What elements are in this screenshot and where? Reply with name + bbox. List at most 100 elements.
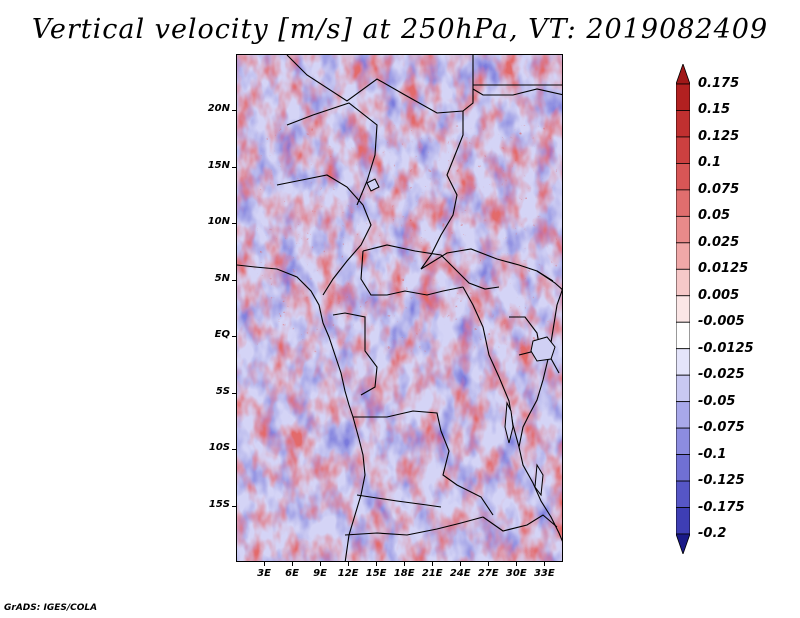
- lat-tick-label: 20N: [207, 103, 230, 115]
- colorbar-level-label: 0.0125: [698, 261, 749, 277]
- country-borders: [237, 55, 562, 561]
- lon-tick-mark: [292, 562, 294, 566]
- lake-malawi: [534, 463, 544, 497]
- map-plot-area: [236, 54, 563, 562]
- lat-tick-label: 15N: [207, 159, 230, 171]
- coastline-east: [518, 289, 562, 542]
- coastline-west: [237, 264, 366, 561]
- border-nigeria-cameroon: [322, 204, 372, 296]
- lon-tick-mark: [320, 562, 322, 566]
- colorbar-level-label: -0.0125: [698, 340, 754, 356]
- lon-tick-label: 30E: [505, 568, 527, 579]
- colorbar-segment: [676, 480, 690, 508]
- lat-tick-mark: [232, 223, 236, 225]
- border-drc-angola: [353, 410, 494, 516]
- colorbar-level-label: 0.025: [698, 234, 740, 250]
- lon-tick-mark: [264, 562, 266, 566]
- lat-tick-label: 5S: [215, 385, 230, 397]
- colorbar-level-label: -0.05: [698, 393, 736, 409]
- lon-tick-label: 12E: [337, 568, 359, 579]
- lon-tick-mark: [544, 562, 546, 566]
- colorbar-segment: [676, 507, 690, 535]
- lat-tick-mark: [232, 505, 236, 507]
- colorbar-segment: [676, 427, 690, 455]
- colorbar-bottom-arrow: [676, 533, 690, 554]
- border-ethiopia: [536, 270, 562, 290]
- lake-chad: [366, 178, 380, 192]
- lon-tick-mark: [404, 562, 406, 566]
- border-ne-corner: [472, 88, 562, 96]
- lake-victoria: [530, 336, 556, 362]
- lat-tick-mark: [232, 279, 236, 281]
- border-libya-chad: [286, 55, 474, 114]
- lon-tick-label: 21E: [421, 568, 443, 579]
- border-car: [362, 244, 500, 290]
- lon-tick-mark: [348, 562, 350, 566]
- colorbar-level-label: -0.175: [698, 499, 745, 515]
- colorbar-segment: [676, 189, 690, 217]
- colorbar-segment: [676, 268, 690, 297]
- colorbar-level-label: -0.2: [698, 526, 727, 541]
- footer-credit: GrADS: IGES/COLA: [4, 603, 98, 613]
- colorbar-segment: [676, 454, 690, 482]
- border-angola-zambia: [356, 494, 442, 508]
- colorbar-segment: [676, 215, 690, 244]
- colorbar-segment: [676, 83, 690, 111]
- colorbar-segment: [676, 163, 690, 191]
- lat-tick-label: 5N: [214, 272, 230, 284]
- colorbar-level-label: 0.15: [698, 102, 731, 118]
- lat-tick-mark: [232, 166, 236, 168]
- colorbar-segment: [676, 401, 690, 429]
- chart-title: Vertical velocity [m/s] at 250hPa, VT: 2…: [31, 14, 769, 45]
- colorbar-segment: [676, 374, 690, 403]
- lon-tick-mark: [516, 562, 518, 566]
- colorbar-level-label: -0.025: [698, 367, 745, 383]
- colorbar: [676, 64, 690, 554]
- colorbar-level-label: 0.1: [698, 155, 722, 171]
- colorbar-level-label: 0.005: [698, 287, 740, 303]
- lat-tick-mark: [232, 392, 236, 394]
- colorbar-level-label: 0.125: [698, 128, 740, 144]
- lat-tick-mark: [232, 449, 236, 451]
- lat-tick-mark: [232, 336, 236, 338]
- lat-tick-label: 10S: [208, 442, 230, 454]
- lon-tick-label: 24E: [449, 568, 471, 579]
- colorbar-segment: [676, 242, 690, 270]
- colorbar-segment: [676, 321, 690, 350]
- lon-tick-label: 27E: [477, 568, 499, 579]
- lon-tick-label: 33E: [533, 568, 555, 579]
- border-car-south: [360, 250, 464, 296]
- lon-tick-mark: [460, 562, 462, 566]
- lon-tick-label: 3E: [257, 568, 271, 579]
- lon-tick-mark: [432, 562, 434, 566]
- lon-tick-mark: [376, 562, 378, 566]
- lon-tick-mark: [488, 562, 490, 566]
- colorbar-level-label: -0.005: [698, 314, 745, 330]
- lat-tick-label: EQ: [214, 329, 230, 341]
- convective-speckle-north: [257, 125, 557, 355]
- border-congo: [332, 312, 378, 396]
- colorbar-level-label: 0.05: [698, 208, 731, 224]
- border-sudan-chad: [420, 111, 464, 270]
- border-zambia-zimbabwe: [482, 514, 558, 532]
- colorbar-level-label: 0.175: [698, 76, 740, 91]
- colorbar-top-arrow: [676, 64, 690, 85]
- lon-tick-label: 15E: [365, 568, 387, 579]
- colorbar-segment: [676, 348, 690, 376]
- velocity-field-map: [237, 55, 562, 561]
- colorbar-segment: [676, 110, 690, 138]
- lake-tanganyika: [504, 401, 514, 444]
- border-angola-namibia: [344, 516, 484, 536]
- lon-tick-label: 9E: [313, 568, 327, 579]
- colorbar-level-label: -0.075: [698, 420, 745, 436]
- lat-tick-mark: [232, 110, 236, 112]
- border-niger: [286, 102, 378, 206]
- colorbar-segment: [676, 136, 690, 164]
- lat-tick-label: 10N: [207, 216, 230, 228]
- colorbar-level-label: -0.1: [698, 446, 727, 462]
- colorbar-level-label: 0.075: [698, 181, 740, 197]
- colorbar-level-label: -0.125: [698, 473, 745, 489]
- lon-tick-label: 6E: [285, 568, 299, 579]
- border-nigeria-niger: [276, 174, 364, 206]
- colorbar-segment: [676, 295, 690, 323]
